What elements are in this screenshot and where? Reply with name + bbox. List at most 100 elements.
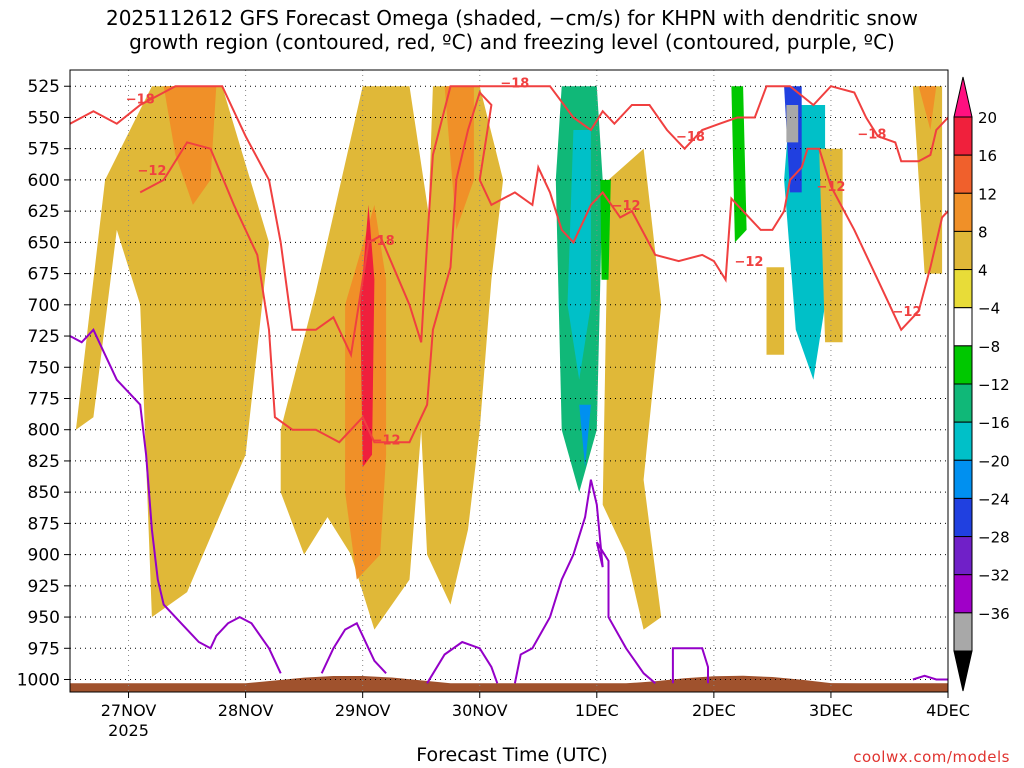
omega-region [918,86,937,130]
dgz-contour-label: −18 [676,130,705,145]
dgz-contour-line [70,85,381,359]
colorbar-tick-label: 16 [978,147,997,165]
terrain-polygon [70,675,948,692]
colorbar-swatch [953,192,973,232]
colorbar-tick-label: 12 [978,185,997,203]
colorbar-tick-label: −4 [978,300,1000,318]
colorbar-swatch [953,612,973,652]
terrain-fill [70,675,948,692]
colorbar-tick-label: −8 [978,338,1000,356]
omega-region [600,179,611,280]
colorbar-tick-label: −24 [978,490,1010,508]
omega-region [579,404,591,468]
y-tick-label: 825 [28,452,60,472]
dgz-contour-label: −18 [366,234,395,249]
x-tick-label: 28NOV [218,701,274,720]
colorbar-swatch [953,536,973,576]
x-tick-label: 4DEC [926,701,970,720]
colorbar-swatch [953,230,973,271]
colorbar-top-arrow [953,76,973,118]
title-line1: 2025112612 GFS Forecast Omega (shaded, −… [105,6,919,30]
dgz-contour-labels: −18 −12 −18 −12 −18 −12 −18 −12 −12 −18 −12 [126,76,922,448]
colorbar-swatch [953,459,973,499]
y-tick-label: 775 [28,389,60,409]
omega-region [731,86,747,243]
y-tick-label: 750 [28,358,60,378]
omega-region [602,148,662,630]
x-tick-label: 2DEC [692,701,736,720]
dgz-contour-label: −18 [857,128,886,143]
y-tick-label: 850 [28,483,60,503]
dgz-contour-line [139,90,948,444]
y-tick-label: 625 [28,202,60,222]
x-tick-label: 27NOV [101,701,157,720]
y-tick-label: 700 [28,296,60,316]
dgz-contour-label: −12 [893,305,922,320]
x-tick-label: 30NOV [452,701,508,720]
dgz-contour-line [379,85,948,343]
omega-region [163,86,217,205]
colorbar-swatch [953,574,973,614]
colorbar-swatch [953,116,973,156]
x-tick-label: 1DEC [575,701,619,720]
colorbar-tick-label: −36 [978,605,1010,623]
colorbar-swatch [953,345,973,385]
y-tick-label: 900 [28,546,60,566]
omega-region [786,105,799,143]
x-axis-title: Forecast Time (UTC) [416,744,608,766]
y-tick-label: 725 [28,327,60,347]
colorbar-swatch [953,497,973,538]
colorbar-swatch [953,154,973,194]
colorbar-tick-label: 4 [978,262,988,280]
colorbar-tick-label: −32 [978,567,1010,585]
dgz-contour-label: −12 [612,199,641,214]
dgz-contours [70,85,948,444]
colorbar-tick-label: −20 [978,452,1010,470]
colorbar-swatch [953,421,973,461]
colorbar-tick-label: −28 [978,529,1010,547]
freezing-contour-line [671,647,709,684]
dgz-contour-label: −18 [126,93,155,108]
omega-region [766,267,785,355]
y-tick-label: 875 [28,514,60,534]
dgz-contour-label: −12 [734,255,763,270]
y-tick-label: 925 [28,577,60,597]
y-tick-label: 950 [28,608,60,628]
y-tick-label: 975 [28,639,60,659]
omega-region [567,130,591,380]
y-axis: 525 550 575 600 625 650 675 700 725 750 775 800 825 8… [17,77,70,691]
y-tick-label: 575 [28,140,60,160]
dgz-contour-label: −12 [816,180,845,195]
credit-text: coolwx.com/models [853,748,1010,766]
colorbar-tick-label: −16 [978,414,1010,432]
freezing-contour-line [426,640,499,684]
omega-region [421,86,504,605]
chart-title: 2025112612 GFS Forecast Omega (shaded, −… [0,6,1024,54]
x-tick-sublabel: 2025 [108,721,149,740]
y-tick-label: 800 [28,421,60,441]
omega-region [444,86,474,230]
freezing-contour-line [320,621,387,674]
dgz-contour-label: −18 [500,76,529,91]
colorbar-tick-label: 8 [978,223,988,241]
omega-shading [75,86,943,630]
y-tick-label: 650 [28,233,60,253]
y-tick-label: 525 [28,77,60,97]
freezing-contour-line [912,674,948,681]
x-tick-label: 29NOV [335,701,391,720]
y-tick-label: 550 [28,108,60,128]
y-tick-label: 675 [28,265,60,285]
freezing-contour-line [513,479,656,685]
colorbar: 20 16 12 8 4 −4 −8 −12 −16 −20 −24 −28 −32 −36 [953,76,1010,692]
colorbar-swatch [953,383,973,423]
dgz-contour-label: −12 [137,164,166,179]
colorbar-tick-label: −12 [978,376,1010,394]
title-line2: growth region (contoured, red, ºC) and f… [129,30,895,54]
y-tick-label: 1000 [17,671,60,691]
colorbar-tick-label: 20 [978,109,997,127]
plot-frame [69,69,949,693]
dgz-contour-label: −12 [372,434,401,449]
colorbar-bottom-arrow [953,650,973,692]
